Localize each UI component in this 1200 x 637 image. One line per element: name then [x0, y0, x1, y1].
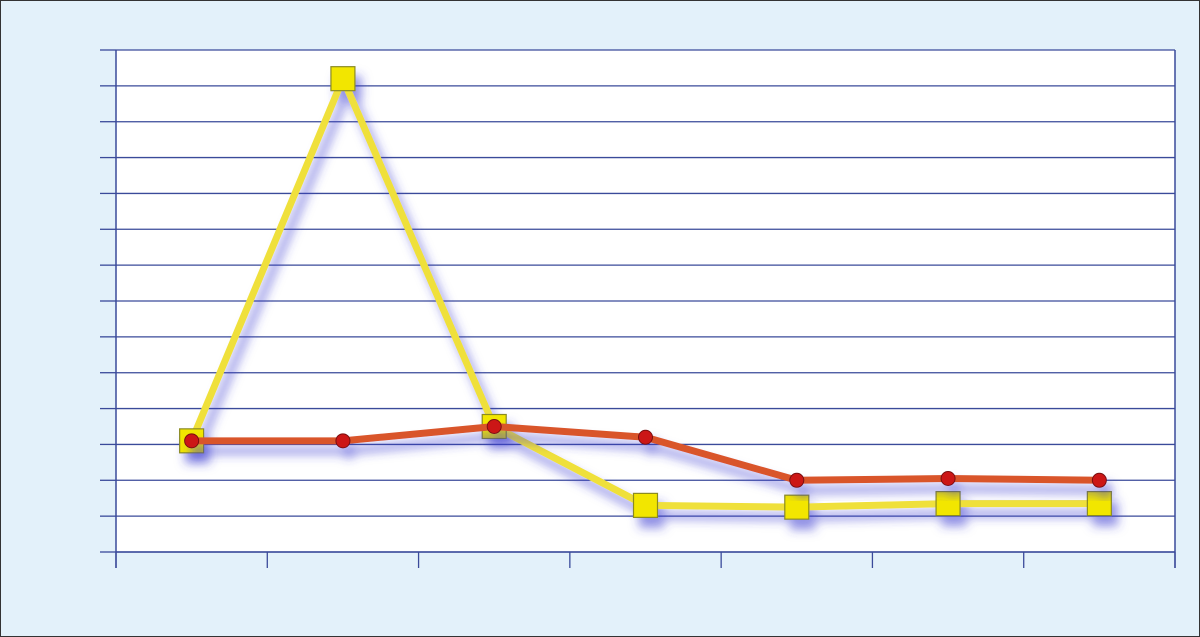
- marker: [632, 492, 659, 518]
- marker: [1086, 490, 1112, 517]
- series: [184, 419, 1107, 488]
- marker: [184, 433, 200, 449]
- marker: [335, 433, 351, 449]
- marker: [486, 419, 502, 434]
- marker: [330, 66, 356, 92]
- marker: [638, 429, 653, 445]
- marker: [940, 470, 956, 486]
- series: [179, 66, 1112, 520]
- marker: [784, 494, 810, 520]
- marker: [1091, 472, 1107, 488]
- marker: [789, 472, 805, 488]
- marker: [935, 490, 961, 517]
